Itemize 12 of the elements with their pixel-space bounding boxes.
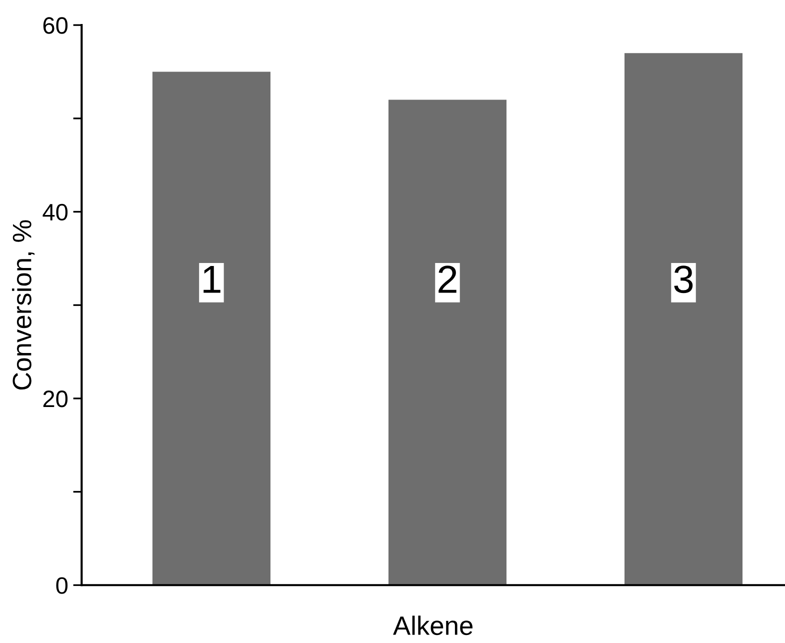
x-axis-title: Alkene bbox=[393, 616, 472, 636]
x-tick-label: 3 bbox=[674, 266, 693, 294]
x-tick-label: 1 bbox=[204, 266, 220, 293]
x-tick-label: 2 bbox=[438, 266, 456, 293]
y-axis-title: Conversion, % bbox=[12, 220, 35, 390]
y-tick-label: 20 bbox=[43, 390, 68, 408]
y-tick-label: 40 bbox=[42, 204, 68, 221]
bar bbox=[152, 72, 270, 586]
y-tick-label: 0 bbox=[56, 577, 68, 594]
bar bbox=[624, 53, 743, 586]
bar bbox=[388, 100, 506, 586]
y-tick-label: 60 bbox=[43, 17, 68, 34]
